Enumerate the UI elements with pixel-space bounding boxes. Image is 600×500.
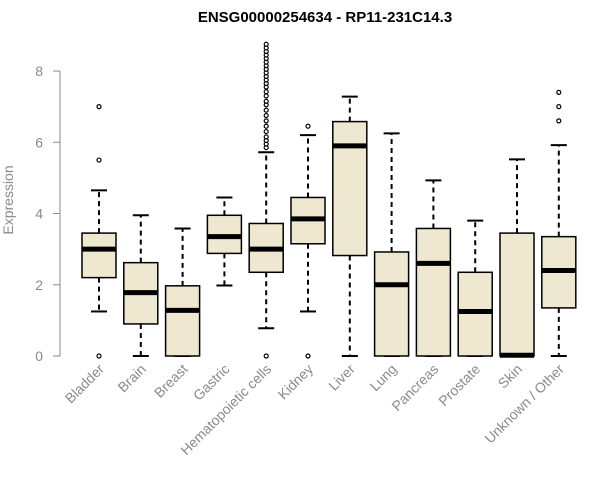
chart-title: ENSG00000254634 - RP11-231C14.3 — [198, 9, 452, 26]
y-tick-label: 6 — [35, 134, 43, 150]
outlier-point — [556, 89, 562, 95]
x-tick-label: Liver — [325, 361, 358, 394]
box-iqr — [81, 232, 117, 279]
box-breast — [164, 227, 201, 357]
box-iqr — [164, 285, 201, 357]
box-liver — [332, 95, 368, 357]
outlier-point — [96, 104, 102, 110]
outlier-point — [263, 118, 269, 124]
outlier-point — [305, 353, 311, 359]
outlier-point — [263, 128, 269, 135]
y-axis-label: Expression — [0, 165, 16, 234]
box-bladder — [81, 104, 117, 359]
box-skin — [499, 158, 535, 358]
outlier-point — [263, 41, 269, 47]
outlier-point — [556, 104, 562, 110]
y-tick-label: 8 — [35, 63, 43, 79]
box-iqr — [373, 251, 410, 357]
x-tick-label: Breast — [151, 361, 191, 401]
box-kidney — [290, 123, 326, 359]
box-hematopoietic-cells — [248, 41, 284, 359]
outlier-point — [263, 353, 269, 359]
x-tick-label: Bladder — [62, 361, 108, 407]
outlier-point — [263, 134, 269, 140]
box-pancreas — [415, 179, 452, 357]
box-brain — [123, 214, 159, 357]
x-tick-label: Unknown / Other — [481, 361, 567, 447]
x-tick-label: Prostate — [435, 361, 483, 409]
boxes-group — [81, 41, 577, 359]
outlier-point — [556, 118, 562, 124]
box-gastric — [206, 196, 243, 287]
y-tick-label: 0 — [35, 348, 43, 364]
x-tick-label: Lung — [366, 361, 399, 394]
outlier-point — [96, 157, 102, 163]
outlier-point — [263, 107, 269, 113]
box-iqr — [499, 232, 535, 357]
box-iqr — [415, 227, 452, 357]
outlier-point — [263, 98, 269, 104]
y-tick-label: 4 — [35, 206, 43, 222]
outlier-point — [263, 89, 269, 95]
box-iqr — [457, 271, 493, 357]
box-prostate — [457, 219, 493, 357]
outlier-point — [263, 123, 269, 129]
box-iqr — [332, 120, 368, 257]
x-tick-label: Skin — [495, 361, 526, 392]
y-tick-label: 2 — [35, 277, 43, 293]
outlier-point — [263, 112, 269, 119]
x-tick-label: Brain — [114, 361, 148, 395]
outlier-point — [305, 123, 311, 129]
outlier-point — [263, 93, 269, 99]
x-tick-label: Kidney — [275, 361, 317, 403]
outlier-point — [96, 353, 102, 359]
box-lung — [373, 132, 410, 357]
y-axis: 0 2 4 6 8 — [35, 63, 61, 364]
box-unknown-other — [541, 89, 577, 357]
